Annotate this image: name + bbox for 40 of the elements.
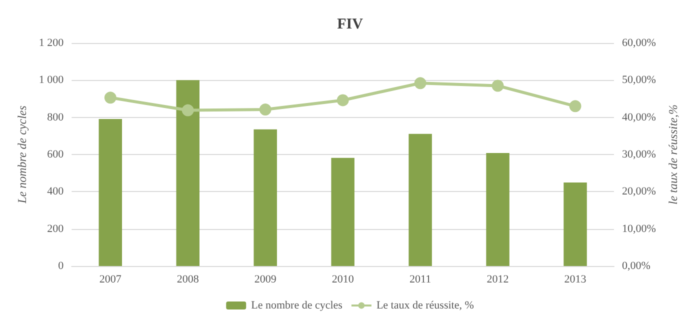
x-tick-label: 2012 bbox=[486, 274, 509, 286]
y2-tick-label: 50,00% bbox=[622, 74, 656, 86]
y-tick-label: 1 000 bbox=[38, 74, 64, 86]
y-tick-label: 0 bbox=[58, 260, 64, 272]
point bbox=[259, 104, 272, 116]
point bbox=[414, 77, 426, 90]
x-tick-label: 2008 bbox=[176, 274, 200, 286]
y-tick-label: 600 bbox=[47, 148, 64, 160]
bar bbox=[98, 119, 122, 266]
chart-title: FIV bbox=[337, 16, 364, 32]
y2-tick-label: 0,00% bbox=[622, 260, 650, 272]
y2-tick-label: 40,00% bbox=[622, 111, 656, 124]
y-tick-label: 400 bbox=[47, 186, 64, 198]
x-tick-label: 2011 bbox=[410, 274, 432, 286]
x-tick-label: 2010 bbox=[332, 274, 354, 286]
point bbox=[182, 104, 194, 116]
bar bbox=[176, 80, 200, 266]
y2-tick-label: 30,00% bbox=[622, 148, 656, 160]
y2-tick-label: 20,00% bbox=[622, 186, 656, 198]
legend-label: Le nombre de cycles bbox=[251, 300, 342, 312]
point bbox=[569, 100, 582, 112]
legend-label: Le taux de réussite, % bbox=[376, 300, 474, 312]
bar bbox=[564, 182, 587, 266]
bar bbox=[408, 134, 432, 266]
x-tick-label: 2007 bbox=[99, 274, 122, 286]
bar bbox=[331, 158, 354, 266]
y-tick-label: 200 bbox=[47, 222, 64, 235]
bar bbox=[486, 153, 510, 266]
point bbox=[104, 92, 116, 104]
y2-axis-title: le taux de réussite,% bbox=[666, 104, 680, 204]
y-tick-label: 1 200 bbox=[38, 37, 64, 49]
y-axis-title: Le nombre de cycles bbox=[15, 105, 29, 204]
point bbox=[492, 80, 504, 92]
y2-tick-label: 10,00% bbox=[622, 222, 656, 235]
y-tick-label: 800 bbox=[47, 111, 64, 124]
x-tick-label: 2013 bbox=[564, 274, 587, 286]
bar bbox=[254, 129, 277, 266]
y2-tick-label: 60,00% bbox=[622, 37, 656, 49]
point bbox=[336, 94, 349, 106]
x-tick-label: 2009 bbox=[254, 274, 277, 286]
